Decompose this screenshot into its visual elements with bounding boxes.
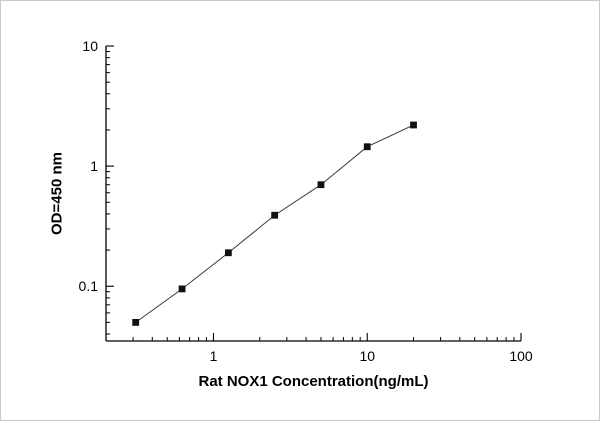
data-point-marker bbox=[410, 121, 417, 129]
y-tick-label: 0.1 bbox=[79, 278, 99, 294]
x-tick-label: 10 bbox=[359, 348, 375, 364]
x-axis-label: Rat NOX1 Concentration(ng/mL) bbox=[198, 373, 429, 390]
y-tick-label: 10 bbox=[82, 38, 98, 54]
y-tick-label: 1 bbox=[90, 158, 98, 174]
y-axis-label: OD=450 nm bbox=[48, 152, 66, 235]
data-point-marker bbox=[132, 318, 140, 326]
data-point-marker bbox=[271, 211, 279, 219]
data-point-marker bbox=[363, 143, 371, 151]
data-point-marker bbox=[178, 285, 186, 293]
x-tick-label: 1 bbox=[210, 348, 218, 364]
data-point-marker bbox=[224, 249, 232, 257]
data-point-marker bbox=[317, 181, 325, 189]
x-tick-label: 100 bbox=[509, 348, 533, 364]
series-line bbox=[135, 124, 414, 323]
